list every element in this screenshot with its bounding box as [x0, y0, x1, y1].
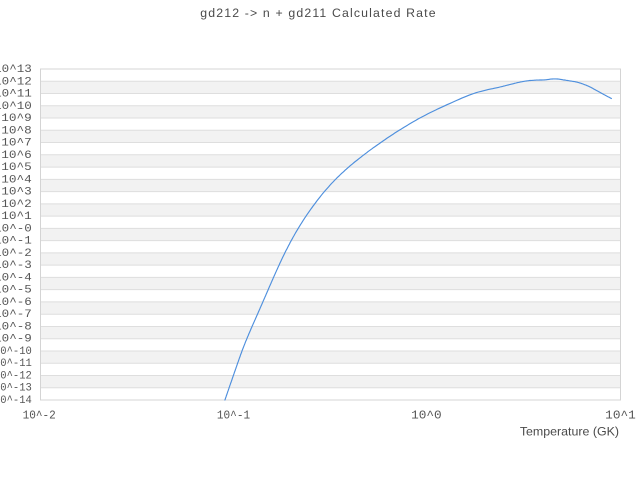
svg-text:10^6: 10^6 — [1, 149, 31, 162]
svg-text:10^8: 10^8 — [1, 124, 31, 137]
svg-text:10^4: 10^4 — [1, 173, 31, 186]
svg-text:10^3: 10^3 — [1, 185, 31, 198]
svg-text:10^12: 10^12 — [0, 75, 32, 88]
svg-text:10^7: 10^7 — [1, 136, 31, 149]
svg-text:10^-14: 10^-14 — [0, 394, 32, 407]
svg-text:10^-2: 10^-2 — [23, 409, 56, 423]
svg-text:10^-2: 10^-2 — [0, 247, 32, 260]
svg-text:10^10: 10^10 — [0, 100, 32, 113]
svg-text:10^1: 10^1 — [605, 409, 636, 423]
svg-text:10^-7: 10^-7 — [0, 308, 32, 321]
svg-text:10^11: 10^11 — [0, 87, 32, 100]
svg-text:10^9: 10^9 — [1, 112, 31, 125]
svg-text:10^-8: 10^-8 — [0, 320, 32, 333]
svg-text:10^-0: 10^-0 — [0, 222, 32, 235]
svg-text:10^-1: 10^-1 — [217, 409, 250, 423]
svg-text:10^13: 10^13 — [0, 63, 32, 76]
svg-text:gd212 -> n + gd211 Calculated: gd212 -> n + gd211 Calculated Rate — [200, 6, 436, 20]
svg-text:10^-3: 10^-3 — [0, 259, 32, 272]
svg-text:10^0: 10^0 — [411, 409, 442, 423]
svg-text:10^-11: 10^-11 — [0, 357, 32, 370]
svg-text:10^-9: 10^-9 — [0, 333, 32, 346]
svg-text:10^-6: 10^-6 — [0, 296, 32, 309]
svg-text:10^5: 10^5 — [1, 161, 31, 174]
svg-text:Temperature (GK): Temperature (GK) — [520, 425, 619, 439]
svg-text:10^-13: 10^-13 — [0, 382, 32, 395]
svg-text:10^-4: 10^-4 — [0, 271, 32, 284]
svg-text:10^-10: 10^-10 — [0, 345, 32, 358]
svg-text:10^-12: 10^-12 — [0, 369, 32, 382]
svg-text:10^-5: 10^-5 — [0, 284, 32, 297]
svg-text:10^-1: 10^-1 — [0, 235, 32, 248]
svg-text:10^2: 10^2 — [1, 198, 31, 211]
svg-text:10^1: 10^1 — [1, 210, 31, 223]
